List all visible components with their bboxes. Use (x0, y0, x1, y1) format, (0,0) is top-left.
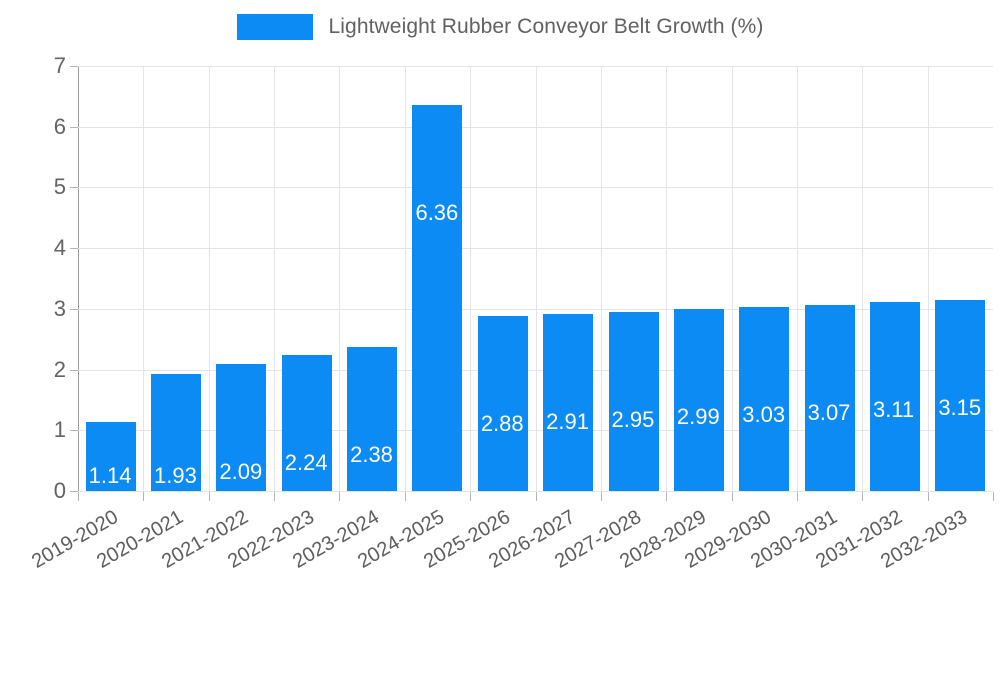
x-axis-tick-mark (143, 492, 144, 501)
y-axis-tick-mark (70, 369, 78, 371)
bar[interactable] (935, 299, 986, 491)
y-axis-tick-label: 1 (53, 417, 66, 443)
x-axis-tick-mark (78, 492, 79, 501)
bar-chart: Lightweight Rubber Conveyor Belt Growth … (0, 0, 1000, 600)
bar[interactable] (412, 104, 463, 491)
gridline-vertical (732, 66, 733, 491)
y-axis-tick-mark (70, 491, 78, 492)
gridline-vertical (797, 66, 798, 491)
y-axis-tick-label: 6 (53, 113, 66, 139)
y-axis-tick-labels: 0 1 2 3 4 5 6 7 (0, 0, 66, 600)
gridline-vertical (601, 66, 602, 491)
gridline-vertical (339, 66, 340, 491)
gridline-vertical (209, 66, 210, 491)
bar[interactable] (543, 314, 594, 491)
y-axis-spine (78, 66, 79, 492)
gridline-horizontal (78, 308, 993, 310)
x-axis-tick-mark (339, 492, 340, 501)
bar[interactable] (347, 346, 398, 491)
y-axis-tick-mark (70, 187, 78, 189)
y-axis-tick-label: 7 (53, 53, 66, 78)
x-axis-tick-mark (601, 492, 602, 501)
legend-label: Lightweight Rubber Conveyor Belt Growth … (328, 15, 764, 38)
gridline-vertical (536, 66, 537, 491)
x-axis-tick-mark (536, 492, 537, 501)
bar[interactable] (673, 309, 724, 491)
bar[interactable] (477, 316, 528, 491)
y-axis-tick-mark (70, 308, 78, 310)
y-axis-tick-label: 4 (53, 235, 66, 261)
gridline-horizontal (78, 187, 993, 189)
gridline-vertical (666, 66, 667, 491)
x-axis-tick-mark (405, 492, 406, 501)
gridline-horizontal (78, 66, 993, 67)
gridline-horizontal (78, 369, 993, 371)
x-axis-tick-mark (209, 492, 210, 501)
legend-swatch-icon (236, 14, 313, 40)
chart-legend: Lightweight Rubber Conveyor Belt Growth … (0, 14, 1000, 40)
x-axis-tick-mark (274, 492, 275, 501)
gridline-horizontal (78, 430, 993, 432)
bar[interactable] (281, 355, 332, 491)
bar[interactable] (151, 373, 202, 491)
x-axis-tick-mark (928, 492, 929, 501)
y-axis-tick-mark (70, 430, 78, 432)
gridline-horizontal (78, 491, 993, 492)
y-axis-tick-label: 3 (53, 295, 66, 321)
bar[interactable] (869, 302, 920, 491)
gridline-vertical (862, 66, 863, 491)
y-axis-tick-mark (70, 248, 78, 250)
y-axis-tick-label: 5 (53, 174, 66, 200)
gridline-vertical (928, 66, 929, 491)
gridline-horizontal (78, 248, 993, 250)
x-axis-tick-mark (797, 492, 798, 501)
y-axis-tick-mark (70, 126, 78, 128)
x-axis-tick-mark (666, 492, 667, 501)
gridline-vertical (470, 66, 471, 491)
bar[interactable] (85, 421, 136, 491)
y-axis-tick-mark (70, 66, 78, 67)
gridline-vertical (274, 66, 275, 491)
gridline-vertical (143, 66, 144, 491)
x-axis-tick-mark (732, 492, 733, 501)
bar[interactable] (608, 311, 659, 491)
x-axis-tick-mark (470, 492, 471, 501)
bar[interactable] (216, 364, 267, 491)
y-axis-tick-label: 0 (53, 478, 66, 503)
x-axis-tick-mark (993, 492, 994, 501)
bar[interactable] (804, 304, 855, 491)
plot-area: 1.14 1.93 2.09 2.24 2.38 6.36 2.88 2.91 2.95 2.99… (78, 66, 993, 492)
gridline-horizontal (78, 126, 993, 128)
x-axis-tick-mark (862, 492, 863, 501)
y-axis-tick-label: 2 (53, 356, 66, 382)
bar[interactable] (739, 307, 790, 491)
gridline-vertical (405, 66, 406, 491)
